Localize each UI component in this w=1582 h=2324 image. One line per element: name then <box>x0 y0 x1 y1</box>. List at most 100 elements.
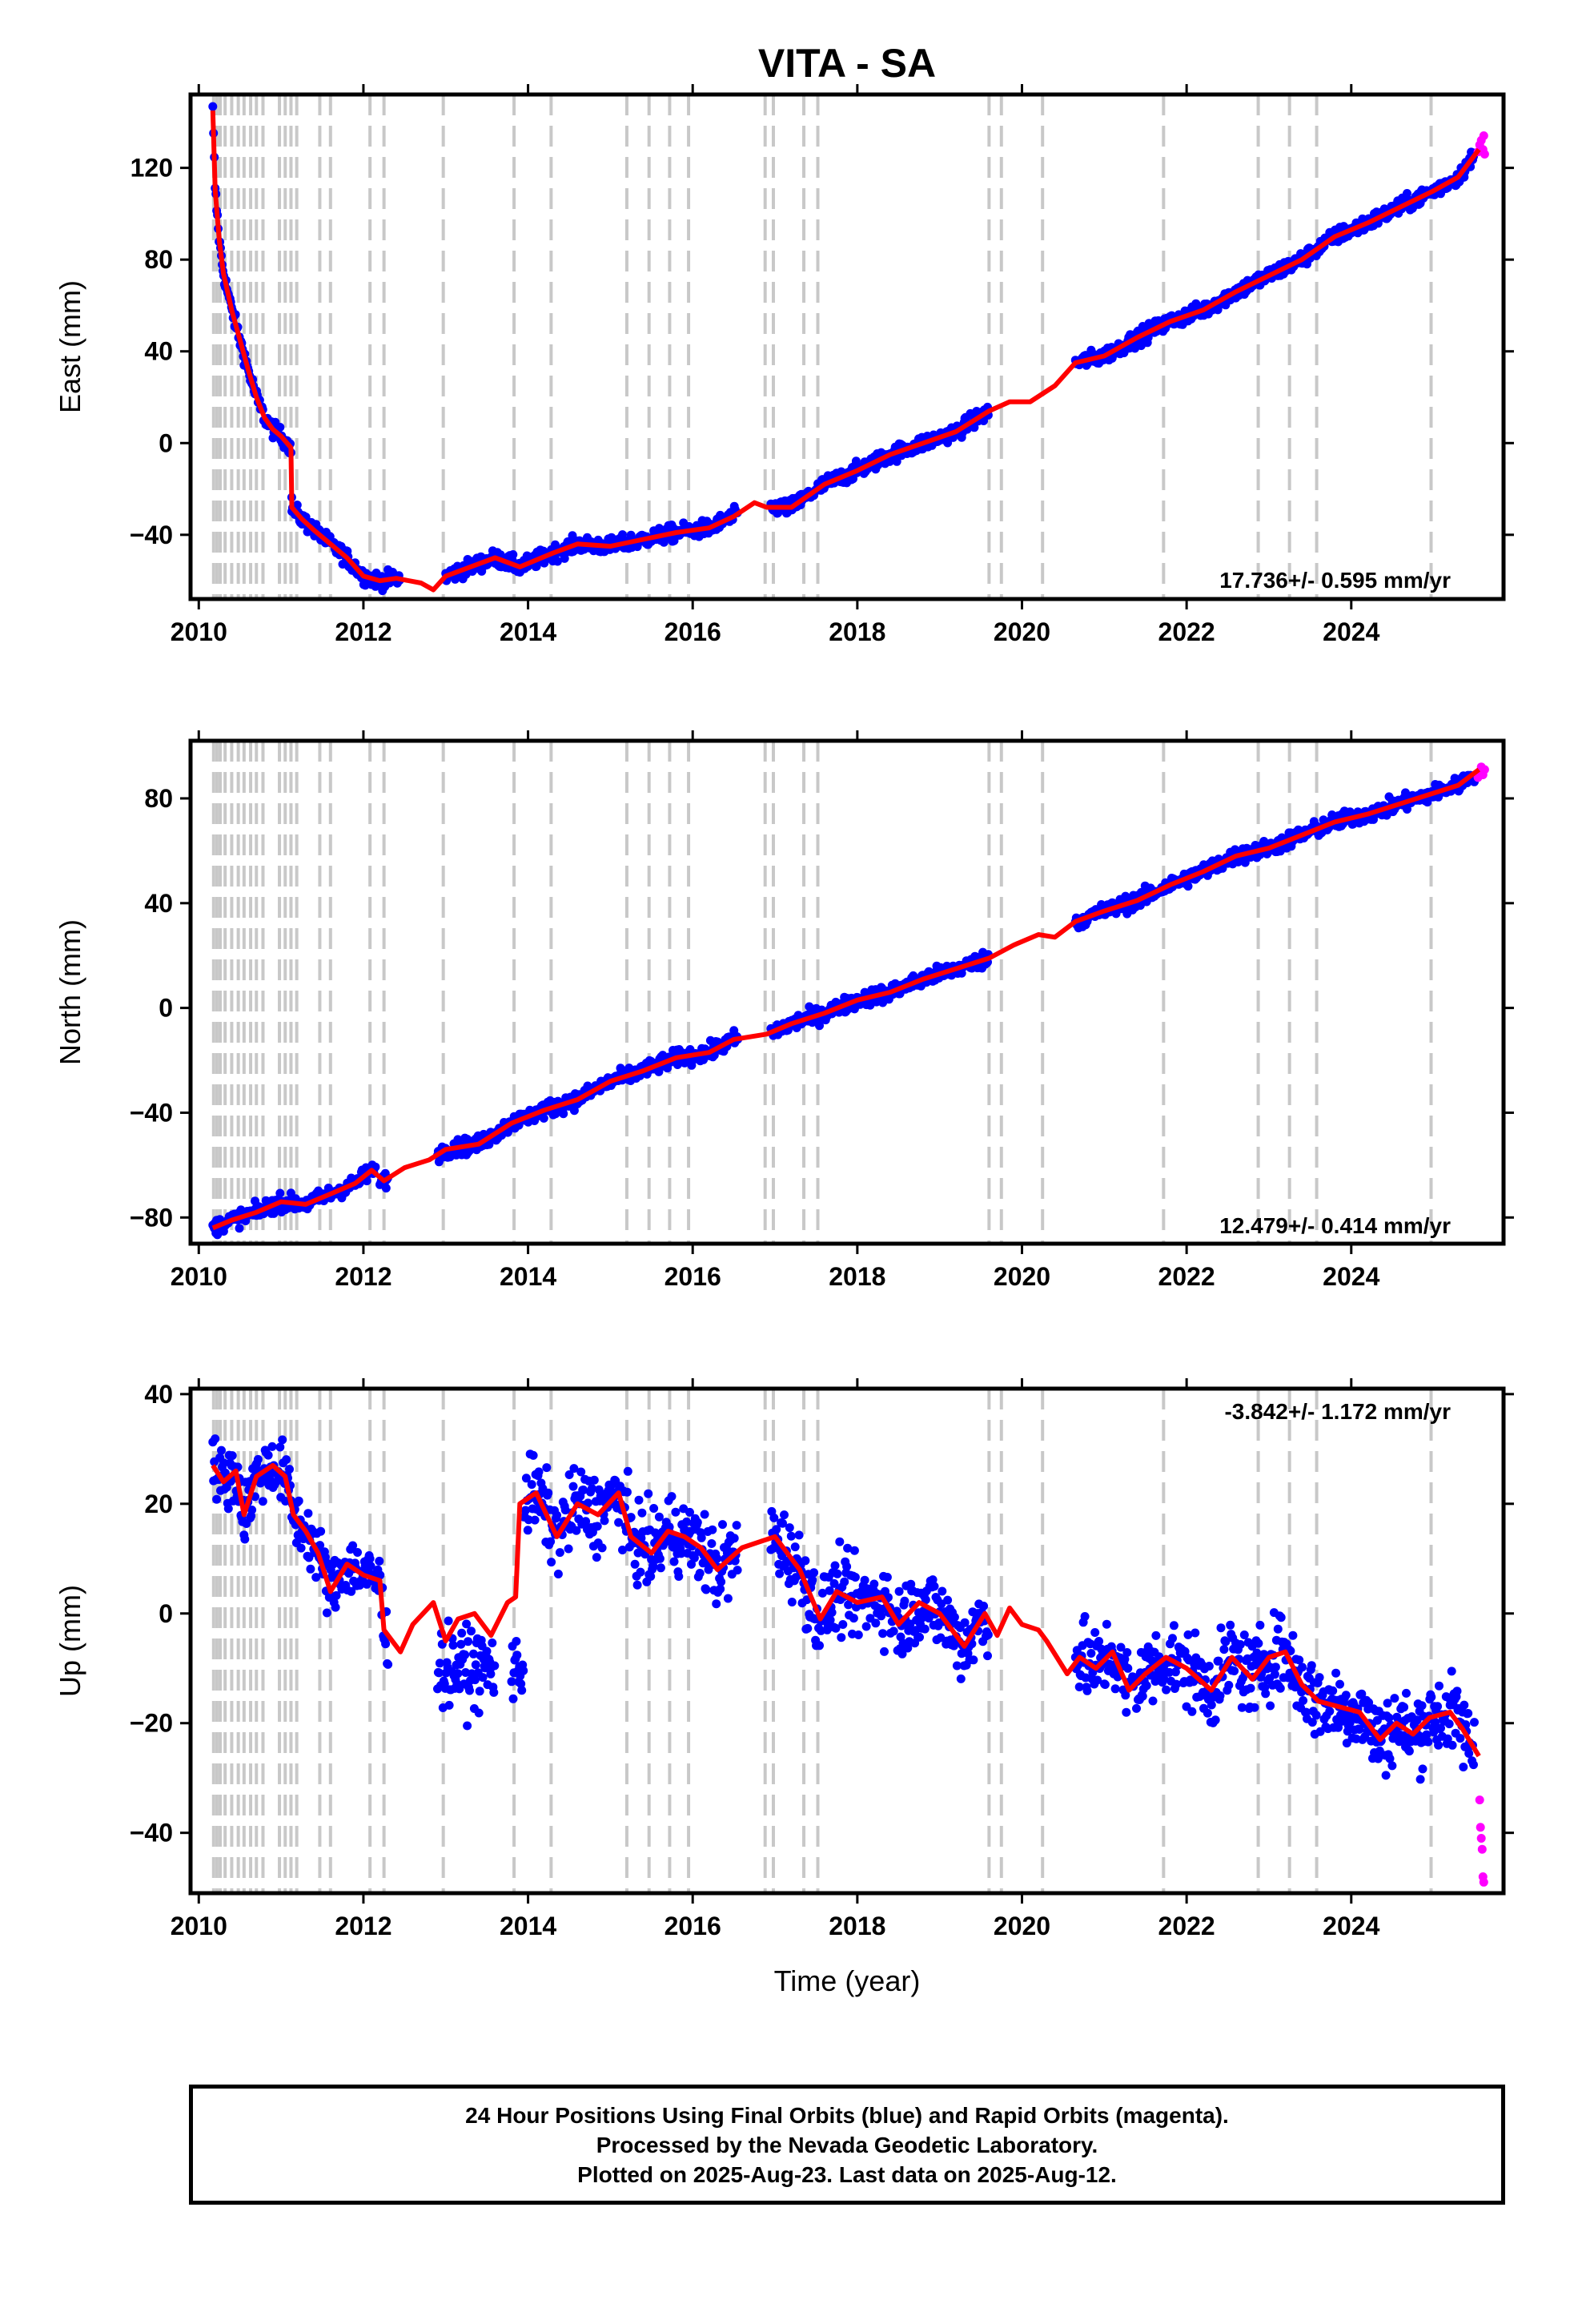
final-orbit-point <box>924 1614 934 1623</box>
final-orbit-point <box>1271 1663 1280 1672</box>
x-tick-label: 2022 <box>1158 1912 1215 1940</box>
x-tick-label: 2014 <box>500 617 556 646</box>
axis-ticks-up: 2010 2012 2014 2016 2018 2020 2022 2024 −40 −20 0 2… <box>130 1378 1514 1940</box>
final-orbit-point <box>489 1687 499 1697</box>
y-tick-label: 0 <box>159 428 173 457</box>
final-orbit-point <box>1299 1696 1308 1705</box>
final-orbit-point <box>794 1530 804 1540</box>
model-curve <box>211 1462 1481 1758</box>
final-orbit-point <box>1470 1718 1479 1727</box>
final-orbit-point <box>682 1517 692 1526</box>
final-orbit-point <box>1328 1686 1338 1695</box>
final-orbit-point <box>693 1518 702 1527</box>
final-orbit-point <box>903 1643 913 1653</box>
final-orbit-point <box>1459 1763 1468 1771</box>
final-orbit-point <box>278 1435 287 1445</box>
final-orbit-point <box>897 1649 907 1659</box>
final-orbit-point <box>880 1647 889 1656</box>
final-orbit-point <box>1464 1709 1473 1718</box>
final-orbit-point <box>579 1486 588 1494</box>
final-orbit-point <box>542 1463 552 1473</box>
final-orbit-point <box>1121 1691 1130 1700</box>
model-curve <box>211 767 1481 1231</box>
final-orbit-point <box>366 1562 375 1571</box>
final-orbit-point <box>626 1513 636 1522</box>
final-orbit-point <box>240 1534 250 1544</box>
final-orbit-point <box>717 1577 726 1586</box>
final-orbit-point <box>560 553 569 563</box>
final-orbit-point <box>303 1509 313 1518</box>
final-orbit-point <box>689 1553 699 1562</box>
final-orbit-point <box>1191 1628 1200 1638</box>
final-orbit-point <box>547 1558 556 1567</box>
final-orbit-point <box>921 1595 930 1605</box>
final-orbit-point <box>589 1475 599 1485</box>
rapid-orbit-points-up <box>1475 1795 1488 1887</box>
rate-label-north: 12.479+/- 0.414 mm/yr <box>1219 1213 1451 1238</box>
final-orbit-point <box>348 1541 358 1550</box>
final-orbit-point <box>569 1106 579 1116</box>
final-orbit-point <box>1335 1679 1344 1689</box>
final-orbit-point <box>1123 1663 1133 1673</box>
final-orbit-point <box>1110 1684 1120 1694</box>
final-orbit-point <box>375 1556 384 1566</box>
final-orbit-point <box>1170 1667 1180 1677</box>
final-orbit-point <box>1224 1680 1234 1690</box>
final-orbit-point <box>1435 1681 1443 1691</box>
final-orbit-point <box>1302 1707 1311 1717</box>
y-axis-label-east: East (mm) <box>54 280 86 413</box>
final-orbit-point <box>1221 1637 1231 1647</box>
final-orbit-point <box>517 1686 527 1695</box>
final-orbit-point <box>1074 1683 1084 1691</box>
final-orbit-point <box>842 1562 852 1571</box>
final-orbit-point <box>1215 1691 1225 1700</box>
final-orbit-point <box>1404 1747 1414 1756</box>
final-orbit-point <box>275 1442 285 1452</box>
final-orbit-point <box>294 1496 303 1506</box>
x-tick-label: 2020 <box>994 617 1050 646</box>
x-tick-label: 2012 <box>335 617 391 646</box>
final-orbit-point <box>889 1626 898 1636</box>
final-orbit-point <box>1447 1740 1457 1750</box>
final-orbit-point <box>843 1543 853 1553</box>
final-orbit-point <box>569 1464 579 1474</box>
final-orbit-point <box>1080 1612 1090 1621</box>
final-orbit-point <box>552 557 562 566</box>
final-orbit-point <box>1315 1673 1324 1683</box>
final-orbit-point <box>576 1467 586 1477</box>
final-orbit-point <box>508 1694 518 1703</box>
final-orbit-point <box>1423 1737 1433 1747</box>
final-orbit-point <box>708 1525 717 1534</box>
final-orbit-point <box>938 1586 947 1596</box>
final-orbit-point <box>853 1630 863 1639</box>
final-orbit-point <box>1100 1680 1110 1689</box>
final-orbit-point <box>957 1649 966 1659</box>
final-orbit-point <box>592 1522 602 1531</box>
final-orbit-point <box>457 1628 467 1638</box>
final-orbit-point <box>1422 1730 1431 1739</box>
final-orbit-point <box>733 1566 742 1575</box>
final-orbit-point <box>1159 1674 1169 1683</box>
final-orbit-point <box>568 1482 578 1491</box>
final-orbit-point <box>1168 1634 1177 1643</box>
final-orbit-point <box>1183 1630 1193 1639</box>
final-orbit-point <box>1403 189 1411 198</box>
final-orbit-point <box>530 1515 540 1525</box>
y-tick-label: 0 <box>159 994 173 1023</box>
final-orbit-point <box>1276 1613 1286 1622</box>
final-orbit-point <box>523 1526 532 1535</box>
final-orbit-point <box>456 1639 466 1649</box>
final-orbit-point <box>253 1454 263 1464</box>
final-orbit-point <box>453 1669 463 1679</box>
final-orbit-point <box>618 530 627 540</box>
final-orbit-point <box>227 1451 237 1461</box>
final-orbit-point <box>808 1575 817 1585</box>
final-orbit-point <box>559 1109 568 1119</box>
final-orbit-point <box>460 1650 470 1659</box>
final-orbit-point <box>930 1582 939 1591</box>
final-orbit-point <box>1311 1711 1321 1720</box>
final-orbit-point <box>347 1586 356 1596</box>
final-orbit-point <box>704 1565 713 1574</box>
x-tick-label: 2016 <box>665 617 721 646</box>
final-orbit-point <box>1298 1663 1307 1672</box>
